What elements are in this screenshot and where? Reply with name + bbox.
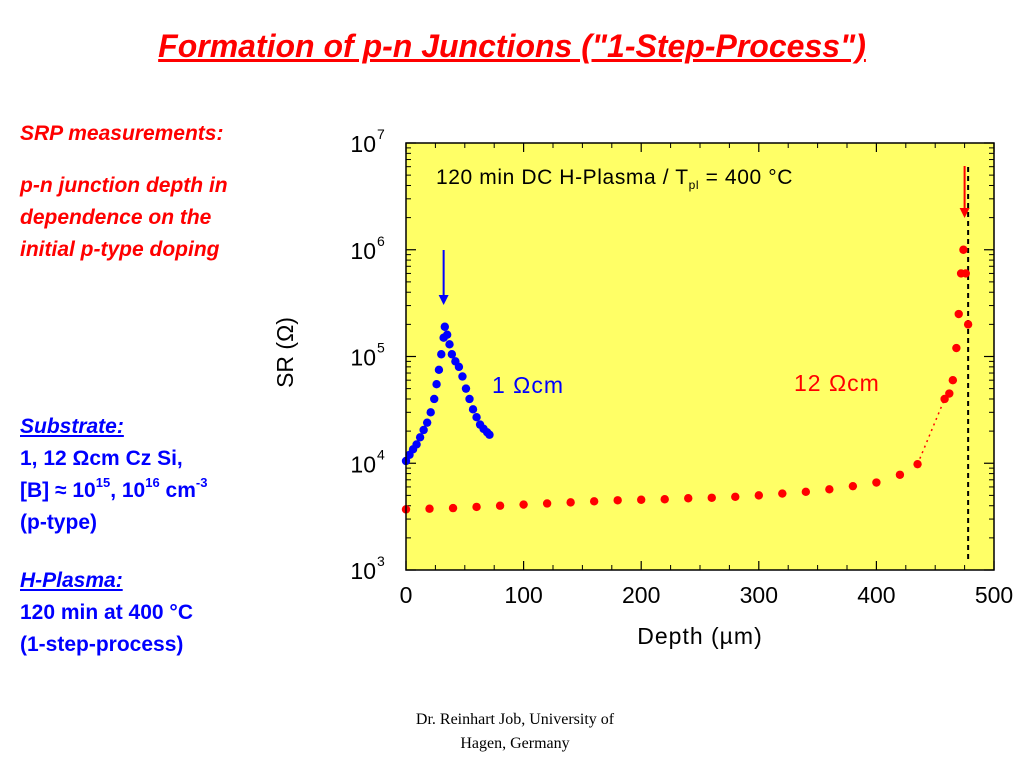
data-point-blue — [434, 365, 444, 375]
data-point-blue — [426, 408, 435, 417]
data-point-red — [542, 499, 552, 508]
plasma-line-2: (1-step-process) — [20, 633, 184, 656]
data-point-red — [848, 481, 858, 491]
data-point-red — [945, 389, 954, 398]
x-tick-label: 500 — [975, 582, 1013, 608]
data-point-blue — [442, 330, 452, 339]
x-tick-label: 0 — [400, 582, 413, 608]
data-point-red — [825, 485, 834, 494]
substrate-block: Substrate: 1, 12 Ωcm Cz Si, [B] ≈ 1015, … — [20, 411, 207, 539]
substrate-heading: Substrate: — [20, 415, 124, 438]
data-point-red — [613, 496, 622, 505]
plasma-annotation: 120 min DC H-Plasma / Tpl = 400 °C — [436, 166, 793, 192]
data-point-red — [589, 497, 599, 506]
srp-line-3: initial p-type doping — [20, 238, 220, 261]
srp-description: p-n junction depth in dependence on the … — [20, 170, 228, 266]
data-point-blue — [432, 380, 441, 389]
data-point-red — [948, 375, 958, 385]
y-tick-exponent: 5 — [377, 340, 385, 356]
data-point-blue — [447, 350, 457, 359]
data-point-red — [959, 245, 968, 254]
srp-line-1: p-n junction depth in — [20, 174, 228, 197]
x-tick-label: 200 — [622, 582, 660, 608]
data-point-red — [913, 459, 922, 469]
substrate-line-2: [B] ≈ 1015, 1016 cm-3 — [20, 475, 208, 502]
data-point-red — [754, 491, 763, 500]
data-point-red — [637, 495, 646, 504]
data-point-red — [566, 498, 575, 507]
series-label-1-ohmcm: 1 Ωcm — [492, 372, 564, 398]
data-point-blue — [465, 394, 474, 404]
data-point-red — [778, 489, 787, 498]
plot-area — [406, 143, 994, 570]
data-point-red — [425, 504, 434, 513]
plasma-block: H-Plasma: 120 min at 400 °C (1-step-proc… — [20, 565, 193, 661]
slide-title: Formation of p-n Junctions ("1-Step-Proc… — [158, 28, 866, 64]
data-point-red — [961, 269, 970, 278]
substrate-line-3: (p-type) — [20, 511, 97, 534]
footer-credit: Dr. Reinhart Job, University of Hagen, G… — [415, 711, 615, 752]
data-point-blue — [468, 405, 478, 414]
y-tick-exponent: 7 — [377, 126, 385, 142]
srp-heading: SRP measurements: — [20, 122, 224, 145]
data-point-red — [495, 501, 505, 510]
data-point-blue — [485, 430, 494, 439]
data-point-blue — [461, 384, 471, 393]
series-label-12-ohmcm: 12 Ωcm — [794, 370, 880, 396]
data-point-red — [519, 500, 528, 509]
data-point-red — [963, 320, 973, 329]
data-point-red — [895, 470, 905, 479]
y-tick-label: 10 — [350, 451, 376, 477]
data-point-blue — [437, 350, 446, 359]
data-point-blue — [430, 394, 439, 404]
data-point-red — [801, 487, 811, 497]
data-point-blue — [458, 372, 467, 381]
arrow-head — [959, 208, 970, 218]
data-point-red — [707, 493, 716, 502]
y-tick-label: 10 — [350, 345, 376, 371]
x-axis-label: Depth (µm) — [637, 623, 763, 649]
arrow-head — [438, 295, 449, 305]
data-point-red — [940, 394, 949, 404]
data-point-blue — [440, 322, 450, 331]
y-tick-exponent: 3 — [377, 553, 385, 569]
data-point-blue — [415, 433, 425, 442]
data-point-blue — [412, 440, 421, 449]
data-point-red — [660, 495, 669, 504]
data-point-red — [472, 502, 481, 512]
plasma-heading: H-Plasma: — [20, 569, 123, 592]
y-tick-label: 10 — [350, 131, 376, 157]
x-tick-label: 300 — [740, 582, 778, 608]
substrate-line-1: 1, 12 Ωcm Cz Si, — [20, 447, 183, 470]
x-tick-label: 100 — [504, 582, 542, 608]
y-tick-label: 10 — [350, 238, 376, 264]
srp-line-2: dependence on the — [20, 206, 212, 229]
data-point-red — [448, 503, 458, 513]
data-point-blue — [454, 362, 464, 372]
y-tick-label: 10 — [350, 558, 376, 584]
data-point-red — [731, 492, 740, 501]
plasma-line-1: 120 min at 400 °C — [20, 601, 193, 624]
data-point-red — [872, 478, 881, 487]
y-tick-exponent: 6 — [377, 233, 385, 249]
data-point-blue — [422, 418, 432, 427]
data-point-blue — [419, 425, 428, 435]
y-axis-label: SR (Ω) — [272, 317, 298, 388]
data-point-red — [952, 343, 961, 353]
data-point-red — [684, 494, 693, 503]
data-point-blue — [445, 340, 454, 349]
y-tick-exponent: 4 — [377, 446, 385, 462]
data-point-red — [954, 309, 963, 319]
x-tick-label: 400 — [857, 582, 895, 608]
data-point-blue — [472, 413, 481, 422]
plot-frame — [405, 142, 995, 571]
